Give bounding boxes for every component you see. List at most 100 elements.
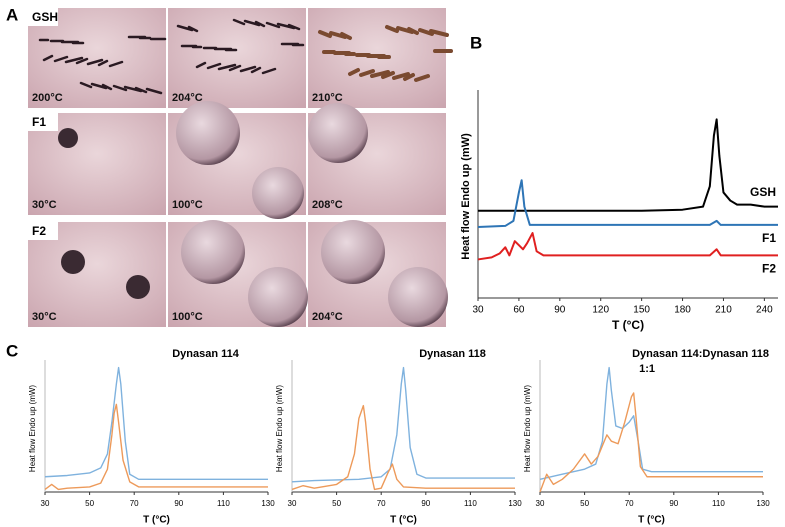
x-tick-label: 70 (625, 499, 634, 508)
x-tick-label: 110 (217, 499, 230, 508)
series-line (539, 366, 763, 480)
crystal (42, 54, 54, 62)
temperature-label: 204°C (312, 311, 343, 323)
crystal (123, 85, 143, 93)
series-line (478, 118, 778, 212)
droplet (252, 167, 304, 219)
x-tick-label: 60 (513, 305, 525, 316)
crystal (232, 18, 246, 26)
crystal (403, 73, 415, 81)
droplet (308, 103, 368, 163)
temperature-label: 30°C (32, 311, 57, 323)
temperature-label: 100°C (172, 311, 203, 323)
temperature-label: 210°C (312, 92, 343, 104)
x-tick-label: 90 (174, 499, 183, 508)
chart-subtitle: 1:1 (639, 363, 655, 375)
chart-title: Dynasan 118 (419, 348, 486, 360)
row-label: F1 (32, 115, 46, 129)
x-tick-label: 30 (472, 305, 484, 316)
x-tick-label: 50 (580, 499, 589, 508)
x-tick-label: 120 (592, 305, 609, 316)
crystal (145, 87, 163, 95)
droplet (176, 101, 240, 165)
droplet (181, 220, 245, 284)
crystal (381, 71, 395, 79)
x-tick-label: 90 (421, 499, 430, 508)
y-axis-label: Heat flow Endo up (mW) (28, 385, 37, 472)
temperature-label: 100°C (172, 199, 203, 211)
y-axis-label: Heat flow Endo up (mW) (523, 385, 532, 472)
series-line (539, 392, 763, 493)
crystal (348, 68, 360, 76)
crystal (206, 62, 222, 70)
x-tick-label: 50 (332, 499, 341, 508)
panel-label: B (470, 33, 482, 52)
crystal (90, 82, 108, 90)
crystal (329, 31, 347, 39)
x-tick-label: 110 (712, 499, 725, 508)
row-label: F2 (32, 224, 46, 238)
row-label-box (28, 222, 58, 240)
crystal (396, 26, 414, 34)
crystal (239, 65, 257, 73)
temperature-label: 204°C (172, 92, 203, 104)
crystal (254, 20, 266, 28)
crystal (414, 74, 430, 82)
crystal (228, 64, 242, 72)
crystal (112, 84, 128, 92)
crystal (64, 56, 84, 64)
x-tick-label: 150 (633, 305, 650, 316)
chart-title: Dynasan 114 (172, 348, 240, 360)
x-tick-label: 210 (715, 305, 732, 316)
panel-label: A (6, 5, 18, 24)
droplet (58, 128, 78, 148)
temperature-label: 200°C (32, 92, 63, 104)
x-tick-label: 30 (288, 499, 297, 508)
crystal (276, 22, 296, 30)
x-tick-label: 70 (377, 499, 386, 508)
x-tick-label: 30 (536, 499, 545, 508)
crystal (97, 59, 109, 67)
y-axis-label: Heat flow Endo up (mW) (460, 133, 472, 260)
crystal (217, 63, 237, 71)
y-axis-label: Heat flow Endo up (mW) (275, 385, 284, 472)
temperature-label: 208°C (312, 199, 343, 211)
crystal (392, 72, 410, 80)
crystal (187, 25, 199, 33)
droplet (321, 220, 385, 284)
crystal (195, 61, 207, 69)
crystal (429, 29, 449, 37)
crystal (261, 67, 277, 75)
x-tick-label: 130 (508, 499, 522, 508)
x-tick-label: 130 (756, 499, 770, 508)
x-tick-label: 130 (261, 499, 275, 508)
row-label-box (28, 113, 58, 131)
x-axis-label: T (°C) (612, 318, 644, 332)
series-line (291, 366, 515, 483)
x-axis-label: T (°C) (143, 515, 170, 526)
crystal (250, 66, 262, 74)
series-line (477, 179, 778, 228)
series-line (44, 366, 268, 480)
x-tick-label: 180 (674, 305, 691, 316)
series-label: F2 (762, 262, 776, 276)
panel-label: C (6, 341, 18, 360)
crystal (385, 25, 399, 33)
x-tick-label: 240 (756, 305, 773, 316)
crystal (418, 28, 434, 36)
x-axis-label: T (°C) (390, 515, 417, 526)
x-tick-label: 110 (464, 499, 477, 508)
series-line (477, 232, 778, 261)
series-line (291, 404, 515, 491)
series-label: GSH (750, 185, 776, 199)
crystal (243, 19, 261, 27)
crystal (53, 55, 69, 63)
x-tick-label: 30 (41, 499, 50, 508)
x-tick-label: 70 (130, 499, 139, 508)
crystal (101, 83, 113, 91)
x-axis-label: T (°C) (638, 515, 665, 526)
temperature-label: 30°C (32, 199, 57, 211)
crystal (86, 58, 104, 66)
crystal (318, 30, 332, 38)
